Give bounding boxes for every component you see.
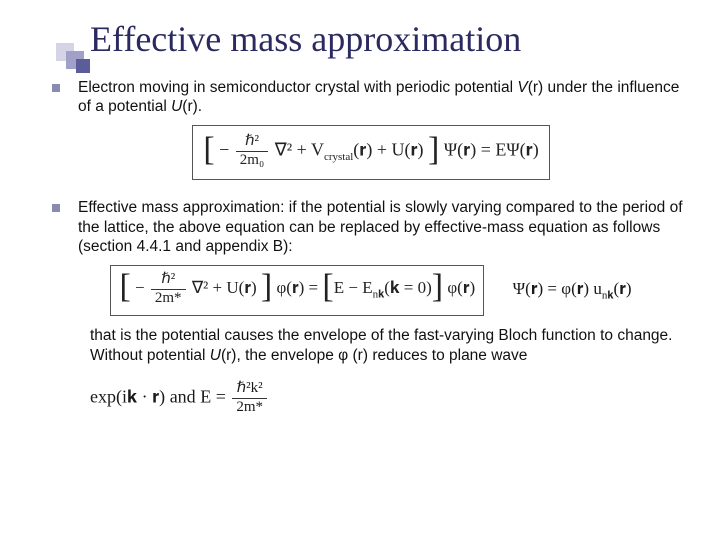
slide-title: Effective mass approximation — [90, 20, 690, 60]
slide: Effective mass approximation Electron mo… — [0, 0, 720, 540]
eq1-r1: (𝐫) + — [353, 140, 391, 160]
eq1-V: V — [311, 140, 324, 160]
eq2-k0: (𝐤 = 0) — [384, 278, 432, 297]
eq1-U: U — [392, 140, 405, 160]
slide-body: Electron moving in semiconductor crystal… — [40, 78, 690, 416]
eq1-minus: − — [219, 140, 229, 160]
eq2-minus: − — [135, 278, 145, 297]
bullet-icon — [52, 84, 60, 92]
eq1-frac: ℏ² 2m₀ — [236, 134, 268, 169]
eq1-den: 2m₀ — [236, 152, 268, 169]
b1-pre: Electron moving in semiconductor crystal… — [78, 79, 517, 96]
tail-text: that is the potential causes the envelop… — [90, 326, 690, 366]
eq1-box: [ − ℏ² 2m₀ ∇² + Vcrystal(𝐫) + U(𝐫) ] Ψ(𝐫… — [192, 125, 549, 180]
equation-1: [ − ℏ² 2m₀ ∇² + Vcrystal(𝐫) + U(𝐫) ] Ψ(𝐫… — [52, 125, 690, 180]
tail-v1: U — [210, 347, 221, 364]
tail-a2: (r) reduces to plane wave — [348, 347, 527, 364]
eq1-num: ℏ² — [236, 134, 268, 152]
eq1-psi2: Ψ(𝐫) — [506, 140, 538, 160]
eq2-box: [ − ℏ² 2m* ∇² + U(𝐫) ] φ(𝐫) = [E − En𝐤(𝐤… — [110, 265, 484, 316]
eq2-side-sub: n𝐤 — [602, 289, 614, 301]
eq2-minus2: − — [344, 278, 362, 297]
bullet-icon — [52, 204, 60, 212]
equation-2: [ − ℏ² 2m* ∇² + U(𝐫) ] φ(𝐫) = [E − En𝐤(𝐤… — [52, 265, 690, 316]
eq2-nabla: ∇² + — [192, 278, 227, 297]
accent-box-dark — [76, 59, 90, 73]
eq2-side-u: u — [593, 279, 602, 298]
eq2-r1: (𝐫) — [239, 278, 257, 297]
eq2-nksub: n𝐤 — [373, 289, 385, 301]
tail-phi: φ — [338, 347, 348, 364]
bullet-1: Electron moving in semiconductor crystal… — [52, 78, 690, 118]
b1-var1: V — [517, 79, 527, 96]
eq2-U: U — [226, 278, 238, 297]
eq3-exp: exp(i𝐤 · 𝐫) — [90, 387, 165, 407]
eq3-den: 2m* — [232, 399, 267, 416]
b1-arg1: (r) — [528, 79, 548, 96]
eq3-and: and — [165, 387, 200, 407]
b1-var2: U — [171, 98, 182, 115]
eq1-E: E — [495, 140, 506, 160]
bullet-1-text: Electron moving in semiconductor crystal… — [78, 78, 690, 118]
eq2-phi2: φ(𝐫) — [447, 278, 475, 297]
eq1-nabla: ∇² + — [275, 140, 311, 160]
eq3-eq: = — [211, 387, 230, 407]
bullet-2-text: Effective mass approximation: if the pot… — [78, 198, 690, 257]
eq2-phi1: φ(𝐫) = — [276, 278, 322, 297]
title-block: Effective mass approximation — [40, 20, 690, 60]
eq2-E: E — [334, 278, 344, 297]
eq1-r2: (𝐫) — [405, 140, 424, 160]
eq2-frac: ℏ² 2m* — [151, 272, 186, 307]
eq2-num: ℏ² — [151, 272, 186, 290]
eq3-E: E — [200, 387, 211, 407]
bullet-2: Effective mass approximation: if the pot… — [52, 198, 690, 257]
eq2-den: 2m* — [151, 290, 186, 307]
eq2-side-r: (𝐫) — [614, 279, 632, 298]
tail-a1: (r), the envelope — [221, 347, 338, 364]
b1-arg2: (r). — [182, 98, 202, 115]
eq1-psi: Ψ(𝐫) = — [444, 140, 495, 160]
eq3-num: ℏ²k² — [232, 381, 267, 399]
eq2-side-main: Ψ(𝐫) = φ(𝐫) — [513, 279, 594, 298]
eq2-side: Ψ(𝐫) = φ(𝐫) un𝐤(𝐫) — [513, 279, 632, 302]
equation-3: exp(i𝐤 · 𝐫) and E = ℏ²k² 2m* — [90, 381, 690, 416]
eq3-frac: ℏ²k² 2m* — [232, 381, 267, 416]
eq2-Enk: E — [362, 278, 372, 297]
eq1-Vsub: crystal — [324, 151, 353, 163]
